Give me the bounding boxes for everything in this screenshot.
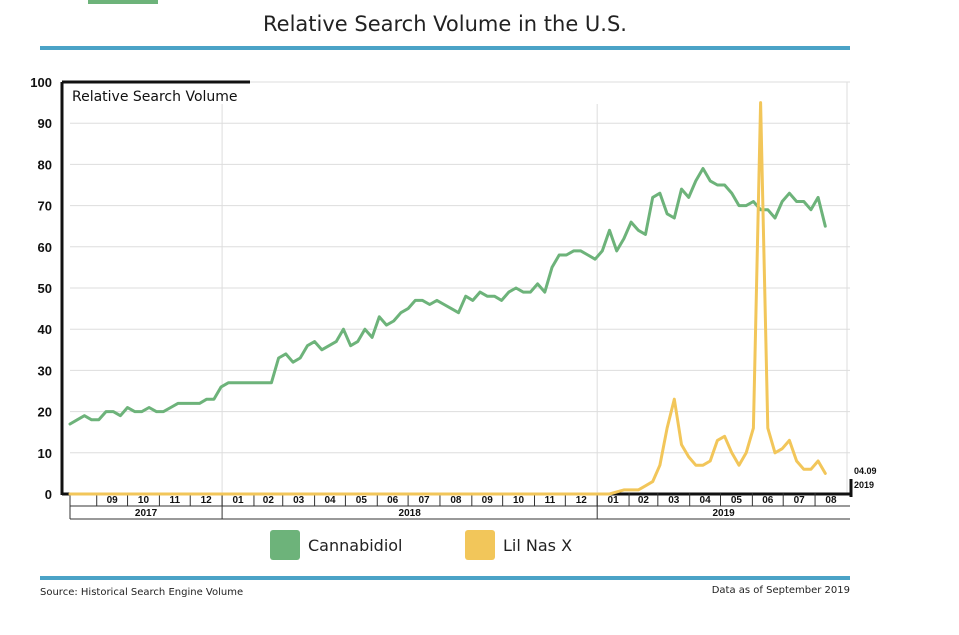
data-date-note: Data as of September 2019 [711, 585, 850, 596]
grid-lines [70, 81, 850, 494]
y-tick-label-90: 90 [38, 116, 52, 131]
legend-swatch-cannabidiol [270, 530, 300, 560]
end-date-label: 04.09 [854, 466, 877, 476]
month-tick-label: 02 [638, 495, 650, 506]
y-tick-label-0: 0 [45, 487, 52, 502]
legend-label-cannabidiol: Cannabidiol [308, 535, 403, 555]
year-tick-label-2018: 2018 [399, 508, 422, 519]
month-tick-label: 01 [608, 495, 620, 506]
legend-item-lilnasx: Lil Nas X [465, 530, 572, 560]
month-tick-label: 09 [482, 495, 494, 506]
y-tick-label-50: 50 [38, 281, 52, 296]
x-axis: 09 10 11 12 01 02 03 04 05 06 07 08 09 10 11 12 01 02 03 04… [62, 492, 850, 520]
month-tick-label: 05 [731, 495, 743, 506]
top-color-swatch [88, 0, 158, 4]
month-tick-label: 11 [170, 495, 181, 506]
series-line-cannabidiol [68, 167, 827, 426]
year-tick-label-2017: 2017 [135, 508, 158, 519]
source-note: Source: Historical Search Engine Volume [40, 587, 244, 598]
legend-label-lilnasx: Lil Nas X [503, 535, 573, 555]
y-tick-label-20: 20 [38, 405, 52, 420]
y-tick-label-80: 80 [38, 157, 52, 172]
y-tick-label-10: 10 [38, 446, 52, 461]
series-lines [68, 101, 827, 496]
y-axis-label: Relative Search Volume [72, 89, 238, 105]
month-tick-label: 04 [700, 495, 712, 506]
month-tick-label: 10 [513, 495, 525, 506]
annotations: 04.09 2019 [849, 466, 877, 497]
month-tick-label: 08 [825, 495, 837, 506]
month-tick-label: 03 [293, 495, 305, 506]
top-rule [40, 46, 850, 50]
y-tick-label-30: 30 [38, 363, 52, 378]
y-tick-label-100: 100 [30, 75, 52, 90]
month-tick-label: 04 [324, 495, 336, 506]
month-tick-label: 03 [668, 495, 680, 506]
month-tick-label: 07 [418, 495, 430, 506]
month-tick-label: 12 [576, 495, 588, 506]
month-tick-label: 08 [450, 495, 462, 506]
bottom-rule [40, 576, 850, 580]
end-year-label: 2019 [854, 480, 874, 490]
month-tick-label: 05 [356, 495, 368, 506]
month-tick-label: 11 [545, 495, 556, 506]
month-tick-label: 07 [794, 495, 806, 506]
month-tick-label: 10 [138, 495, 150, 506]
month-tick-label: 09 [107, 495, 119, 506]
month-tick-label: 06 [387, 495, 399, 506]
month-tick-label: 12 [201, 495, 213, 506]
legend-swatch-lilnasx [465, 530, 495, 560]
month-tick-label: 01 [232, 495, 244, 506]
legend: Cannabidiol Lil Nas X [0, 530, 959, 564]
chart-title: Relative Search Volume in the U.S. [263, 12, 627, 36]
y-tick-label-60: 60 [38, 240, 52, 255]
series-line-lilnasx [68, 101, 827, 496]
month-tick-label: 06 [762, 495, 774, 506]
year-tick-label-2019: 2019 [712, 508, 735, 519]
y-tick-label-40: 40 [38, 322, 52, 337]
y-tick-label-70: 70 [38, 199, 52, 214]
month-tick-label: 02 [263, 495, 275, 506]
y-axis: 0 10 20 30 40 50 60 70 80 90 100 Relative Search Vo… [30, 75, 250, 502]
legend-item-cannabidiol: Cannabidiol [270, 530, 403, 560]
